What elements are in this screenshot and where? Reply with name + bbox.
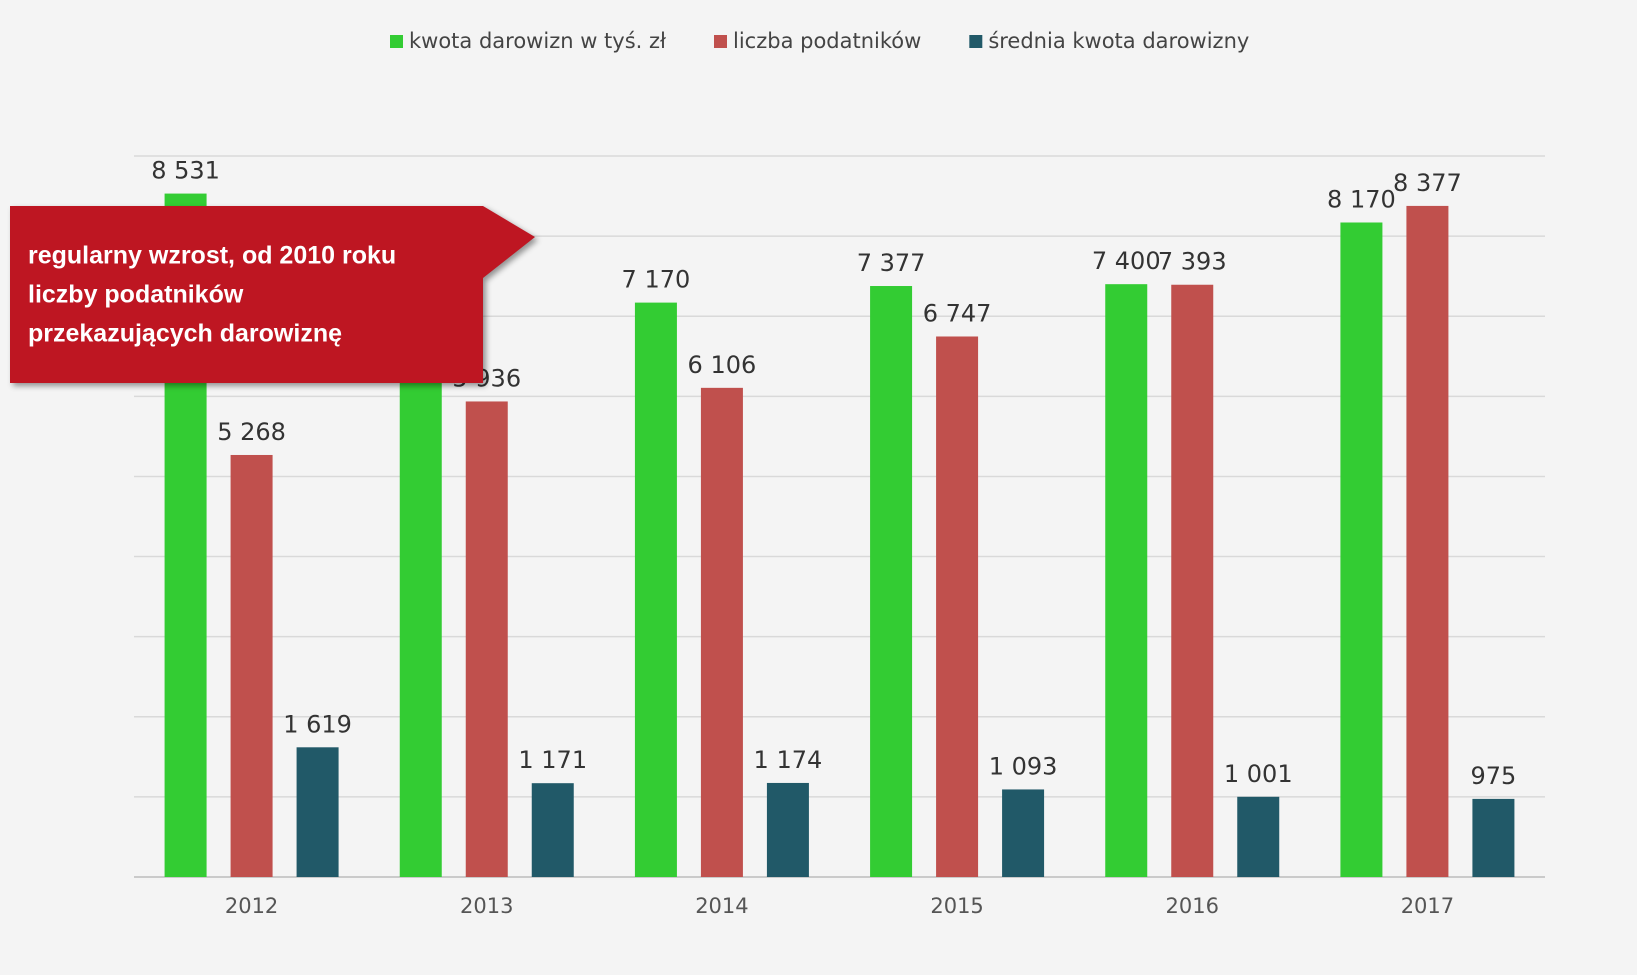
bar xyxy=(465,401,508,877)
bar xyxy=(700,387,743,877)
legend-label: kwota darowizn w tyś. zł xyxy=(409,29,666,53)
annotation-line: przekazujących darowiznę xyxy=(28,320,342,348)
value-label: 6 747 xyxy=(923,299,992,327)
x-tick-label: 2015 xyxy=(930,894,983,918)
bar xyxy=(1002,789,1045,877)
x-tick-label: 2012 xyxy=(225,894,278,918)
bar xyxy=(936,336,979,877)
legend-label: liczba podatników xyxy=(733,29,921,53)
bar xyxy=(531,783,574,877)
value-label: 1 093 xyxy=(989,752,1058,780)
value-label: 7 170 xyxy=(622,266,691,294)
value-label: 5 268 xyxy=(217,418,286,446)
value-label: 7 400 xyxy=(1092,247,1161,275)
annotation-line: regularny wzrost, od 2010 roku xyxy=(28,242,396,270)
bar xyxy=(1340,222,1383,878)
value-label: 1 174 xyxy=(754,746,823,774)
x-tick-label: 2017 xyxy=(1401,894,1454,918)
legend-label: średnia kwota darowizny xyxy=(988,29,1249,53)
bar xyxy=(1171,284,1214,878)
bar xyxy=(870,286,913,877)
value-label: 8 531 xyxy=(151,157,220,185)
legend-swatch xyxy=(390,35,403,48)
x-tick-label: 2014 xyxy=(695,894,748,918)
x-tick-label: 2016 xyxy=(1166,894,1219,918)
annotation-box xyxy=(10,206,535,383)
bar xyxy=(296,747,339,877)
value-label: 1 171 xyxy=(518,746,587,774)
value-label: 975 xyxy=(1471,762,1517,790)
value-label: 1 001 xyxy=(1224,760,1293,788)
value-label: 1 619 xyxy=(283,710,352,738)
bar xyxy=(634,302,677,877)
value-label: 7 377 xyxy=(857,249,926,277)
value-label: 7 393 xyxy=(1158,248,1227,276)
bar xyxy=(1237,796,1280,877)
legend-swatch xyxy=(714,35,727,48)
bar xyxy=(399,320,442,877)
legend-swatch xyxy=(969,35,983,48)
bar xyxy=(1472,798,1515,877)
annotation-line: liczby podatników xyxy=(28,281,244,309)
bar xyxy=(1105,284,1148,878)
x-tick-label: 2013 xyxy=(460,894,513,918)
bar xyxy=(1406,205,1449,877)
bar xyxy=(766,782,809,877)
value-label: 8 377 xyxy=(1393,169,1462,197)
value-label: 8 170 xyxy=(1327,185,1396,213)
legend: kwota darowizn w tyś. zł liczba podatnikó… xyxy=(390,29,1249,53)
value-label: 6 106 xyxy=(688,351,757,379)
annotation: regularny wzrost, od 2010 roku liczby po… xyxy=(10,206,535,383)
bar xyxy=(230,454,273,877)
